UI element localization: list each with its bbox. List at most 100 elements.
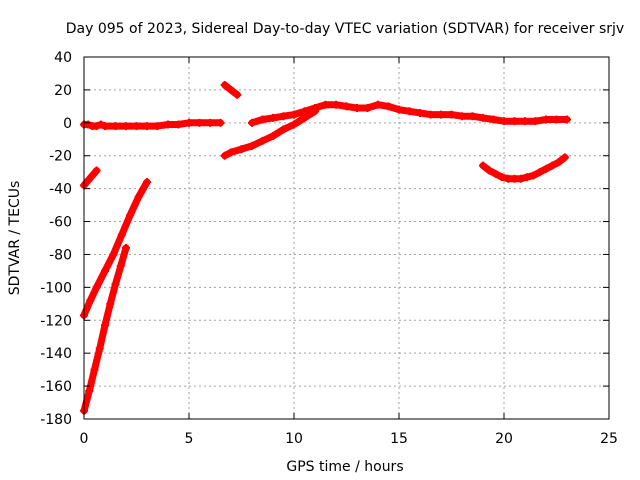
data-point	[479, 161, 487, 170]
data-point	[248, 141, 256, 150]
series-arc-5	[220, 80, 242, 99]
data-point	[437, 110, 445, 119]
data-point	[521, 117, 529, 126]
data-point	[116, 261, 125, 270]
data-point	[84, 176, 93, 185]
x-axis-label: GPS time / hours	[286, 459, 403, 475]
data-point	[342, 102, 351, 111]
data-point	[542, 115, 550, 124]
data-point	[535, 168, 544, 177]
data-point	[126, 210, 135, 219]
data-point	[554, 158, 563, 167]
data-point	[426, 110, 435, 119]
data-point	[416, 108, 424, 117]
data-point	[224, 84, 233, 93]
data-point	[92, 283, 101, 292]
data-point	[311, 104, 319, 113]
data-point	[92, 122, 101, 131]
chart-title: Day 095 of 2023, Sidereal Day-to-day VTE…	[66, 21, 624, 37]
data-point	[491, 169, 500, 178]
data-point	[206, 118, 214, 127]
data-point	[111, 280, 120, 289]
data-point	[106, 299, 115, 308]
x-tick-label: 25	[600, 431, 618, 447]
data-point	[269, 113, 277, 122]
data-point	[516, 174, 525, 183]
data-point	[510, 117, 519, 126]
data-point	[290, 110, 298, 119]
series-trace	[221, 107, 319, 160]
series-trace	[80, 167, 101, 189]
data-point	[269, 131, 277, 140]
data-point	[216, 118, 225, 127]
data-point	[563, 115, 571, 124]
data-point	[233, 90, 242, 99]
data-point	[485, 166, 494, 175]
data-point	[122, 243, 130, 252]
data-point	[531, 117, 540, 126]
y-tick-label: -140	[40, 346, 72, 362]
series-arc-6	[220, 107, 319, 160]
data-point	[321, 100, 330, 109]
data-point	[258, 115, 267, 124]
data-point	[248, 118, 256, 127]
y-tick-label: -160	[40, 379, 72, 395]
y-tick-label: 0	[63, 116, 72, 132]
y-tick-label: 20	[54, 83, 72, 99]
data-point	[227, 148, 235, 157]
data-point	[237, 145, 246, 154]
plot-frame	[83, 56, 610, 420]
data-point	[395, 105, 403, 114]
data-point	[85, 387, 94, 396]
data-point	[479, 113, 487, 122]
data-point	[143, 178, 151, 187]
data-point	[111, 122, 120, 131]
data-point	[279, 125, 288, 134]
data-point	[101, 266, 109, 275]
x-tick-label: 0	[80, 431, 89, 447]
data-point	[164, 120, 172, 129]
series-arc-4	[80, 243, 130, 415]
data-point	[153, 122, 162, 131]
data-point	[86, 296, 95, 305]
y-tick-label: -40	[49, 182, 72, 198]
data-point	[229, 87, 238, 96]
y-tick-label: -60	[49, 215, 72, 231]
data-point	[195, 118, 204, 127]
y-tick-label: -100	[40, 280, 72, 296]
series-arc-7	[248, 100, 571, 127]
data-point	[134, 192, 143, 201]
data-point	[96, 120, 105, 129]
x-tick-label: 15	[390, 431, 408, 447]
data-point	[258, 136, 267, 145]
data-point	[458, 112, 466, 121]
y-axis-label: SDTVAR / TECUs	[7, 181, 23, 296]
series-arc-8	[479, 153, 569, 183]
y-tick-label: 40	[54, 50, 72, 66]
data-point	[500, 117, 508, 126]
data-point	[300, 107, 309, 116]
data-point	[548, 161, 557, 170]
data-point	[447, 110, 456, 119]
y-tick-label: -80	[49, 247, 72, 263]
data-point	[101, 321, 109, 330]
data-point	[122, 122, 130, 131]
data-point	[353, 104, 361, 113]
data-point	[363, 104, 372, 113]
data-point	[552, 115, 561, 124]
data-point	[489, 115, 498, 124]
x-tick-label: 20	[495, 431, 513, 447]
data-point	[84, 120, 93, 129]
axis-ticks: -180 -160 -140 -120 -100 -80 -60 -40 -20 0 20 40 0 5 1…	[40, 50, 618, 447]
data-point	[143, 122, 151, 131]
x-tick-label: 5	[185, 431, 194, 447]
y-tick-label: -20	[49, 149, 72, 165]
data-point	[523, 173, 532, 182]
data-point	[290, 120, 298, 129]
data-point	[117, 230, 126, 239]
data-point	[497, 173, 506, 182]
plot-series	[80, 80, 571, 415]
data-point	[220, 80, 229, 89]
